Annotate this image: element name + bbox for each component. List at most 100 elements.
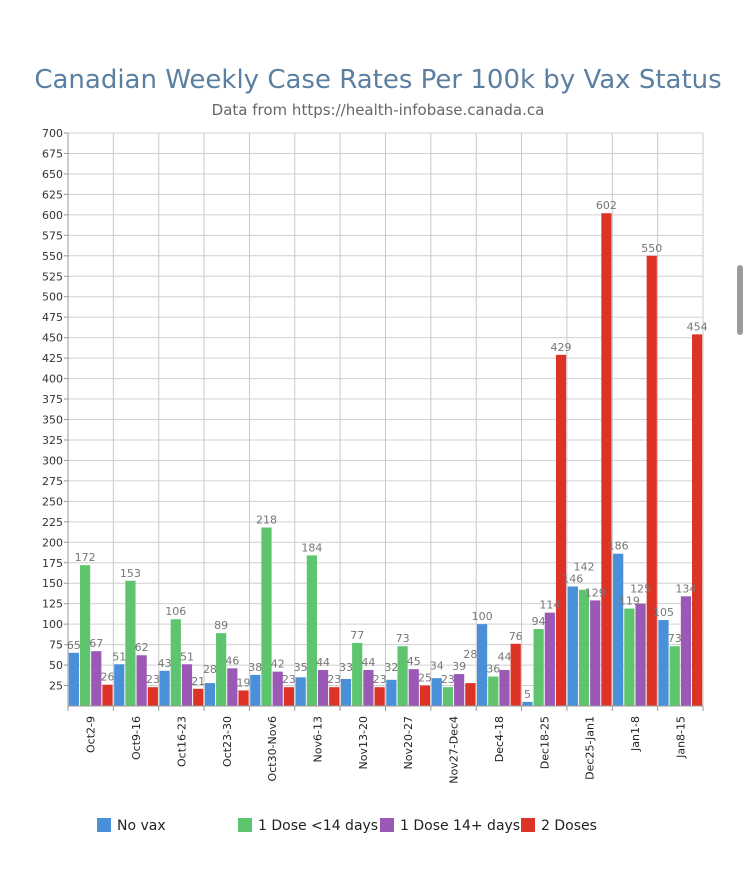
- data-label: 153: [120, 567, 141, 580]
- y-tick-label: 375: [42, 393, 63, 406]
- data-label: 218: [256, 514, 277, 527]
- data-label: 129: [585, 586, 606, 599]
- data-label: 146: [562, 572, 583, 585]
- data-label: 77: [350, 629, 364, 642]
- bar: [374, 687, 385, 706]
- bar: [442, 687, 454, 706]
- bar: [510, 643, 521, 706]
- data-label: 43: [158, 657, 172, 670]
- legend-label: No vax: [117, 818, 166, 834]
- y-tick-label: 450: [42, 332, 63, 345]
- data-label: 100: [472, 610, 493, 623]
- data-label: 73: [396, 632, 410, 645]
- bar: [159, 670, 170, 706]
- data-label: 186: [608, 540, 629, 553]
- data-label: 119: [619, 595, 640, 608]
- y-tick-label: 700: [42, 127, 63, 140]
- data-label: 34: [430, 660, 444, 673]
- y-tick-label: 275: [42, 475, 63, 488]
- x-tick-label: Dec18-25: [538, 716, 551, 769]
- data-label: 23: [146, 673, 160, 686]
- bar: [590, 600, 601, 706]
- bar: [181, 664, 193, 706]
- x-tick-label: Oct23-30: [221, 716, 234, 767]
- bar: [499, 669, 510, 706]
- data-label: 105: [653, 606, 674, 619]
- data-label: 114: [539, 599, 560, 612]
- x-tick-label: Nov6-13: [311, 716, 324, 762]
- data-label: 62: [135, 641, 149, 654]
- y-tick-label: 600: [42, 209, 63, 222]
- bar: [476, 624, 488, 706]
- bar: [613, 553, 624, 706]
- bar: [272, 671, 283, 706]
- data-label: 32: [384, 661, 398, 674]
- bar: [578, 589, 590, 706]
- bar: [567, 586, 578, 706]
- data-label: 46: [225, 654, 239, 667]
- data-label: 23: [282, 673, 296, 686]
- legend: No vax 1 Dose <14 days 1 Dose 14+ days 2 Do…: [97, 818, 597, 834]
- bar: [624, 608, 635, 706]
- legend-label: 2 Doses: [541, 818, 597, 834]
- bar: [79, 565, 91, 706]
- y-tick-label: 475: [42, 311, 63, 324]
- y-tick-label: 425: [42, 352, 63, 365]
- y-tick-label: 325: [42, 434, 63, 447]
- data-label: 184: [301, 541, 322, 554]
- y-axis: 25 50 75 100 125 150 175 200 225 250 275 300 325 350 3…: [42, 127, 69, 706]
- bar: [397, 646, 408, 706]
- data-label: 36: [486, 663, 500, 676]
- data-label: 19: [237, 676, 251, 689]
- y-tick-label: 175: [42, 557, 63, 570]
- bar: [283, 687, 295, 706]
- x-tick-label: Nov27-Dec4: [448, 716, 461, 784]
- data-label: 125: [630, 583, 651, 596]
- y-tick-label: 225: [42, 516, 63, 529]
- bar: [488, 676, 499, 706]
- y-tick-label: 75: [49, 639, 63, 652]
- y-tick-label: 125: [42, 598, 63, 611]
- data-label: 23: [327, 673, 341, 686]
- data-label: 429: [551, 341, 572, 354]
- legend-swatch: [521, 818, 535, 832]
- data-label: 602: [596, 199, 617, 212]
- bar: [91, 651, 102, 706]
- scrollbar[interactable]: [737, 265, 743, 335]
- y-tick-label: 400: [42, 373, 63, 386]
- bar: [544, 612, 555, 706]
- chart-title: Canadian Weekly Case Rates Per 100k by V…: [34, 65, 721, 95]
- y-tick-label: 675: [42, 147, 63, 160]
- data-label: 44: [361, 656, 375, 669]
- data-label: 28: [463, 648, 477, 661]
- y-tick-label: 500: [42, 291, 63, 304]
- data-label: 172: [75, 551, 96, 564]
- bar: [136, 655, 147, 706]
- data-label: 39: [452, 660, 466, 673]
- x-axis: Oct2-9 Oct9-16 Oct16-23 Oct23-30 Oct30-Nov6 N…: [67, 705, 704, 784]
- data-label: 89: [214, 619, 228, 632]
- bar: [669, 646, 680, 706]
- x-tick-label: Oct2-9: [85, 716, 98, 753]
- data-label: 134: [675, 582, 696, 595]
- y-tick-label: 650: [42, 168, 63, 181]
- data-label: 26: [100, 671, 114, 684]
- bar: [431, 678, 442, 706]
- bar: [204, 683, 216, 706]
- x-tick-label: Jan1-8: [629, 716, 642, 752]
- x-tick-label: Oct9-16: [130, 716, 143, 760]
- bar: [238, 690, 249, 706]
- grid: [67, 132, 704, 706]
- data-label: 21: [191, 675, 205, 688]
- bar: [68, 652, 79, 706]
- bar: [306, 555, 317, 706]
- y-tick-label: 250: [42, 495, 63, 508]
- bar: [114, 664, 125, 706]
- x-tick-label: Dec4-18: [493, 716, 506, 762]
- y-tick-label: 200: [42, 536, 63, 549]
- y-tick-label: 575: [42, 229, 63, 242]
- x-tick-label: Jan8-15: [674, 716, 687, 759]
- x-tick-label: Oct30-Nov6: [266, 716, 279, 781]
- bar: [147, 687, 158, 706]
- bar: [454, 674, 465, 706]
